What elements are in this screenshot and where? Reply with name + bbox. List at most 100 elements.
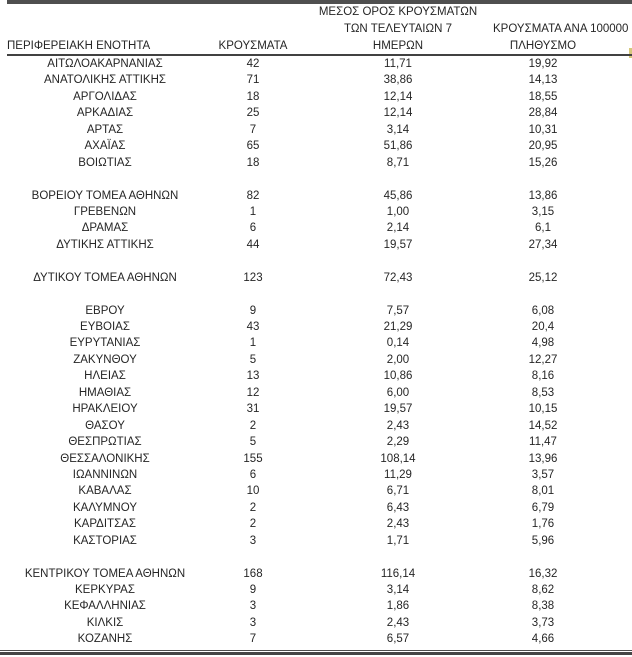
cell-avg7: 2,29	[386, 436, 410, 449]
cell-empty	[593, 89, 632, 105]
table-row: ΗΛΕΙΑΣ 13 10,86 8,16	[7, 368, 632, 384]
cell-region: ΑΧΑΪΑΣ	[84, 140, 126, 153]
cell-per100k: 6,79	[531, 501, 555, 514]
cell-per100k: 28,84	[528, 107, 558, 120]
cell-avg7: 2,43	[386, 419, 410, 432]
cell-avg7: 0,14	[386, 337, 410, 350]
cell-empty	[593, 533, 632, 549]
spacer-row	[7, 286, 632, 302]
cell-region: ΘΕΣΠΡΩΤΙΑΣ	[68, 436, 142, 449]
cell-region: ΚΑΣΤΟΡΙΑΣ	[73, 534, 137, 547]
cell-per100k: 8,53	[531, 386, 555, 399]
cell-avg7: 10,86	[383, 370, 413, 383]
cell-per100k: 13,96	[528, 452, 558, 465]
cell-region: ΗΡΑΚΛΕΙΟΥ	[72, 403, 138, 416]
cell-region: ΑΙΤΩΛΟΑΚΑΡΝΑΝΙΑΣ	[47, 58, 163, 70]
table-row: ΚΟΖΑΝΗΣ 7 6,57 4,66	[7, 631, 632, 647]
cell-empty	[593, 451, 632, 467]
cell-region: ΚΑΡΔΙΤΣΑΣ	[74, 518, 136, 531]
cell-cases: 1	[249, 337, 257, 350]
cell-avg7: 3,14	[386, 123, 410, 136]
cell-region: ΕΥΡΥΤΑΝΙΑΣ	[69, 337, 141, 350]
cell-avg7: 72,43	[383, 271, 413, 284]
cell-cases: 9	[249, 304, 257, 317]
cell-per100k: 3,15	[531, 205, 555, 218]
cell-per100k: 14,52	[528, 419, 558, 432]
table-row: ΑΡΚΑΔΙΑΣ 25 12,14 28,84	[7, 105, 632, 121]
cell-per100k: 3,57	[531, 468, 555, 481]
cell-per100k: 16,32	[528, 567, 558, 580]
cell-per100k: 6,1	[535, 222, 551, 235]
header-avg7-line1: ΜΕΣΟΣ ΟΡΟΣ ΚΡΟΥΣΜΑΤΩΝ	[318, 6, 478, 18]
table-top-rule	[7, 0, 632, 4]
cell-cases: 9	[249, 584, 257, 596]
cell-per100k: 3,73	[531, 616, 555, 629]
cell-region: ΔΥΤΙΚΟΥ ΤΟΜΕΑ ΑΘΗΝΩΝ	[33, 271, 177, 284]
cell-cases: 2	[249, 518, 257, 531]
table-row: ΚΙΛΚΙΣ 3 2,43 3,73	[7, 615, 632, 631]
table-row: ΚΕΝΤΡΙΚΟΥ ΤΟΜΕΑ ΑΘΗΝΩΝ 168 116,14 16,32	[7, 566, 632, 582]
header-region: ΠΕΡΙΦΕΡΕΙΑΚΗ ΕΝΟΤΗΤΑ	[7, 40, 151, 52]
cell-cases: 2	[249, 501, 257, 514]
cell-empty	[593, 56, 632, 72]
table-row: ΘΑΣΟΥ 2 2,43 14,52	[7, 418, 632, 434]
cell-per100k: 13,86	[528, 189, 558, 202]
cell-per100k: 10,15	[528, 403, 558, 416]
cell-cases: 44	[246, 238, 260, 251]
table-row: ΕΥΡΥΤΑΝΙΑΣ 1 0,14 4,98	[7, 335, 632, 351]
cell-region: ΒΟΡΕΙΟΥ ΤΟΜΕΑ ΑΘΗΝΩΝ	[31, 189, 179, 202]
cell-region: ΕΥΒΟΙΑΣ	[80, 321, 130, 333]
table-row: ΘΕΣΣΑΛΟΝΙΚΗΣ 155 108,14 13,96	[7, 451, 632, 467]
cell-avg7: 1,00	[386, 205, 410, 218]
cell-empty	[593, 467, 632, 483]
cell-per100k: 8,38	[531, 600, 555, 613]
table-row: ΑΧΑΪΑΣ 65 51,86 20,95	[7, 138, 632, 154]
cell-empty	[593, 319, 632, 335]
cell-region: ΒΟΙΩΤΙΑΣ	[78, 156, 132, 169]
cell-empty	[593, 122, 632, 138]
cell-region: ΚΕΦΑΛΛΗΝΙΑΣ	[64, 600, 146, 613]
cases-by-region-table: ΠΕΡΙΦΕΡΕΙΑΚΗ ΕΝΟΤΗΤΑ ΚΡΟΥΣΜΑΤΑ ΜΕΣΟΣ ΟΡΟ…	[7, 4, 632, 648]
cell-cases: 155	[243, 452, 263, 465]
cell-cases: 82	[246, 189, 260, 202]
cell-empty	[593, 516, 632, 532]
table-row: ΚΕΡΚΥΡΑΣ 9 3,14 8,62	[7, 582, 632, 598]
table-row: ΑΝΑΤΟΛΙΚΗΣ ΑΤΤΙΚΗΣ 71 38,86 14,13	[7, 72, 632, 88]
cell-avg7: 11,29	[384, 468, 412, 481]
cell-avg7: 3,14	[386, 584, 410, 596]
cell-avg7: 11,71	[384, 58, 412, 70]
cell-cases: 3	[249, 616, 257, 629]
cell-per100k: 15,26	[528, 156, 558, 169]
table-row: ΔΡΑΜΑΣ 6 2,14 6,1	[7, 220, 632, 236]
cell-per100k: 6,08	[531, 304, 555, 317]
cell-avg7: 21,29	[383, 321, 413, 333]
table-row: ΒΟΡΕΙΟΥ ΤΟΜΕΑ ΑΘΗΝΩΝ 82 45,86 13,86	[7, 188, 632, 204]
cell-region: ΕΒΡΟΥ	[85, 304, 125, 317]
cell-per100k: 27,34	[528, 238, 558, 251]
cell-avg7: 6,43	[386, 501, 410, 514]
cell-avg7: 2,43	[386, 518, 410, 531]
header-avg7: ΜΕΣΟΣ ΟΡΟΣ ΚΡΟΥΣΜΑΤΩΝ ΤΩΝ ΤΕΛΕΥΤΑΙΩΝ 7 Η…	[303, 4, 493, 55]
table-row: ΗΜΑΘΙΑΣ 12 6,00 8,53	[7, 385, 632, 401]
cell-region: ΑΡΤΑΣ	[86, 123, 124, 136]
cell-avg7: 6,00	[386, 386, 410, 399]
cell-region: ΔΥΤΙΚΗΣ ΑΤΤΙΚΗΣ	[56, 238, 154, 251]
cell-empty	[593, 434, 632, 450]
cell-region: ΙΩΑΝΝΙΝΩΝ	[72, 468, 138, 481]
cell-avg7: 38,86	[383, 74, 413, 87]
cell-per100k: 4,98	[531, 337, 555, 350]
cell-empty	[593, 483, 632, 499]
cell-cases: 7	[249, 123, 257, 136]
cell-empty	[593, 500, 632, 516]
cell-per100k: 20,95	[528, 140, 558, 153]
cell-cases: 5	[249, 353, 257, 366]
table-row: ΔΥΤΙΚΗΣ ΑΤΤΙΚΗΣ 44 19,57 27,34	[7, 237, 632, 253]
table-row: ΑΡΓΟΛΙΔΑΣ 18 12,14 18,55	[7, 89, 632, 105]
cell-per100k: 1,76	[531, 518, 555, 531]
table-bottom-rule	[0, 650, 632, 655]
cell-empty	[593, 138, 632, 154]
cell-empty	[593, 631, 632, 647]
cell-empty	[593, 155, 632, 171]
header-per100k: ΚΡΟΥΣΜΑΤΑ ΑΝΑ 100000 ΠΛΗΘΥΣΜΟ	[493, 21, 628, 55]
cell-cases: 5	[249, 436, 257, 449]
